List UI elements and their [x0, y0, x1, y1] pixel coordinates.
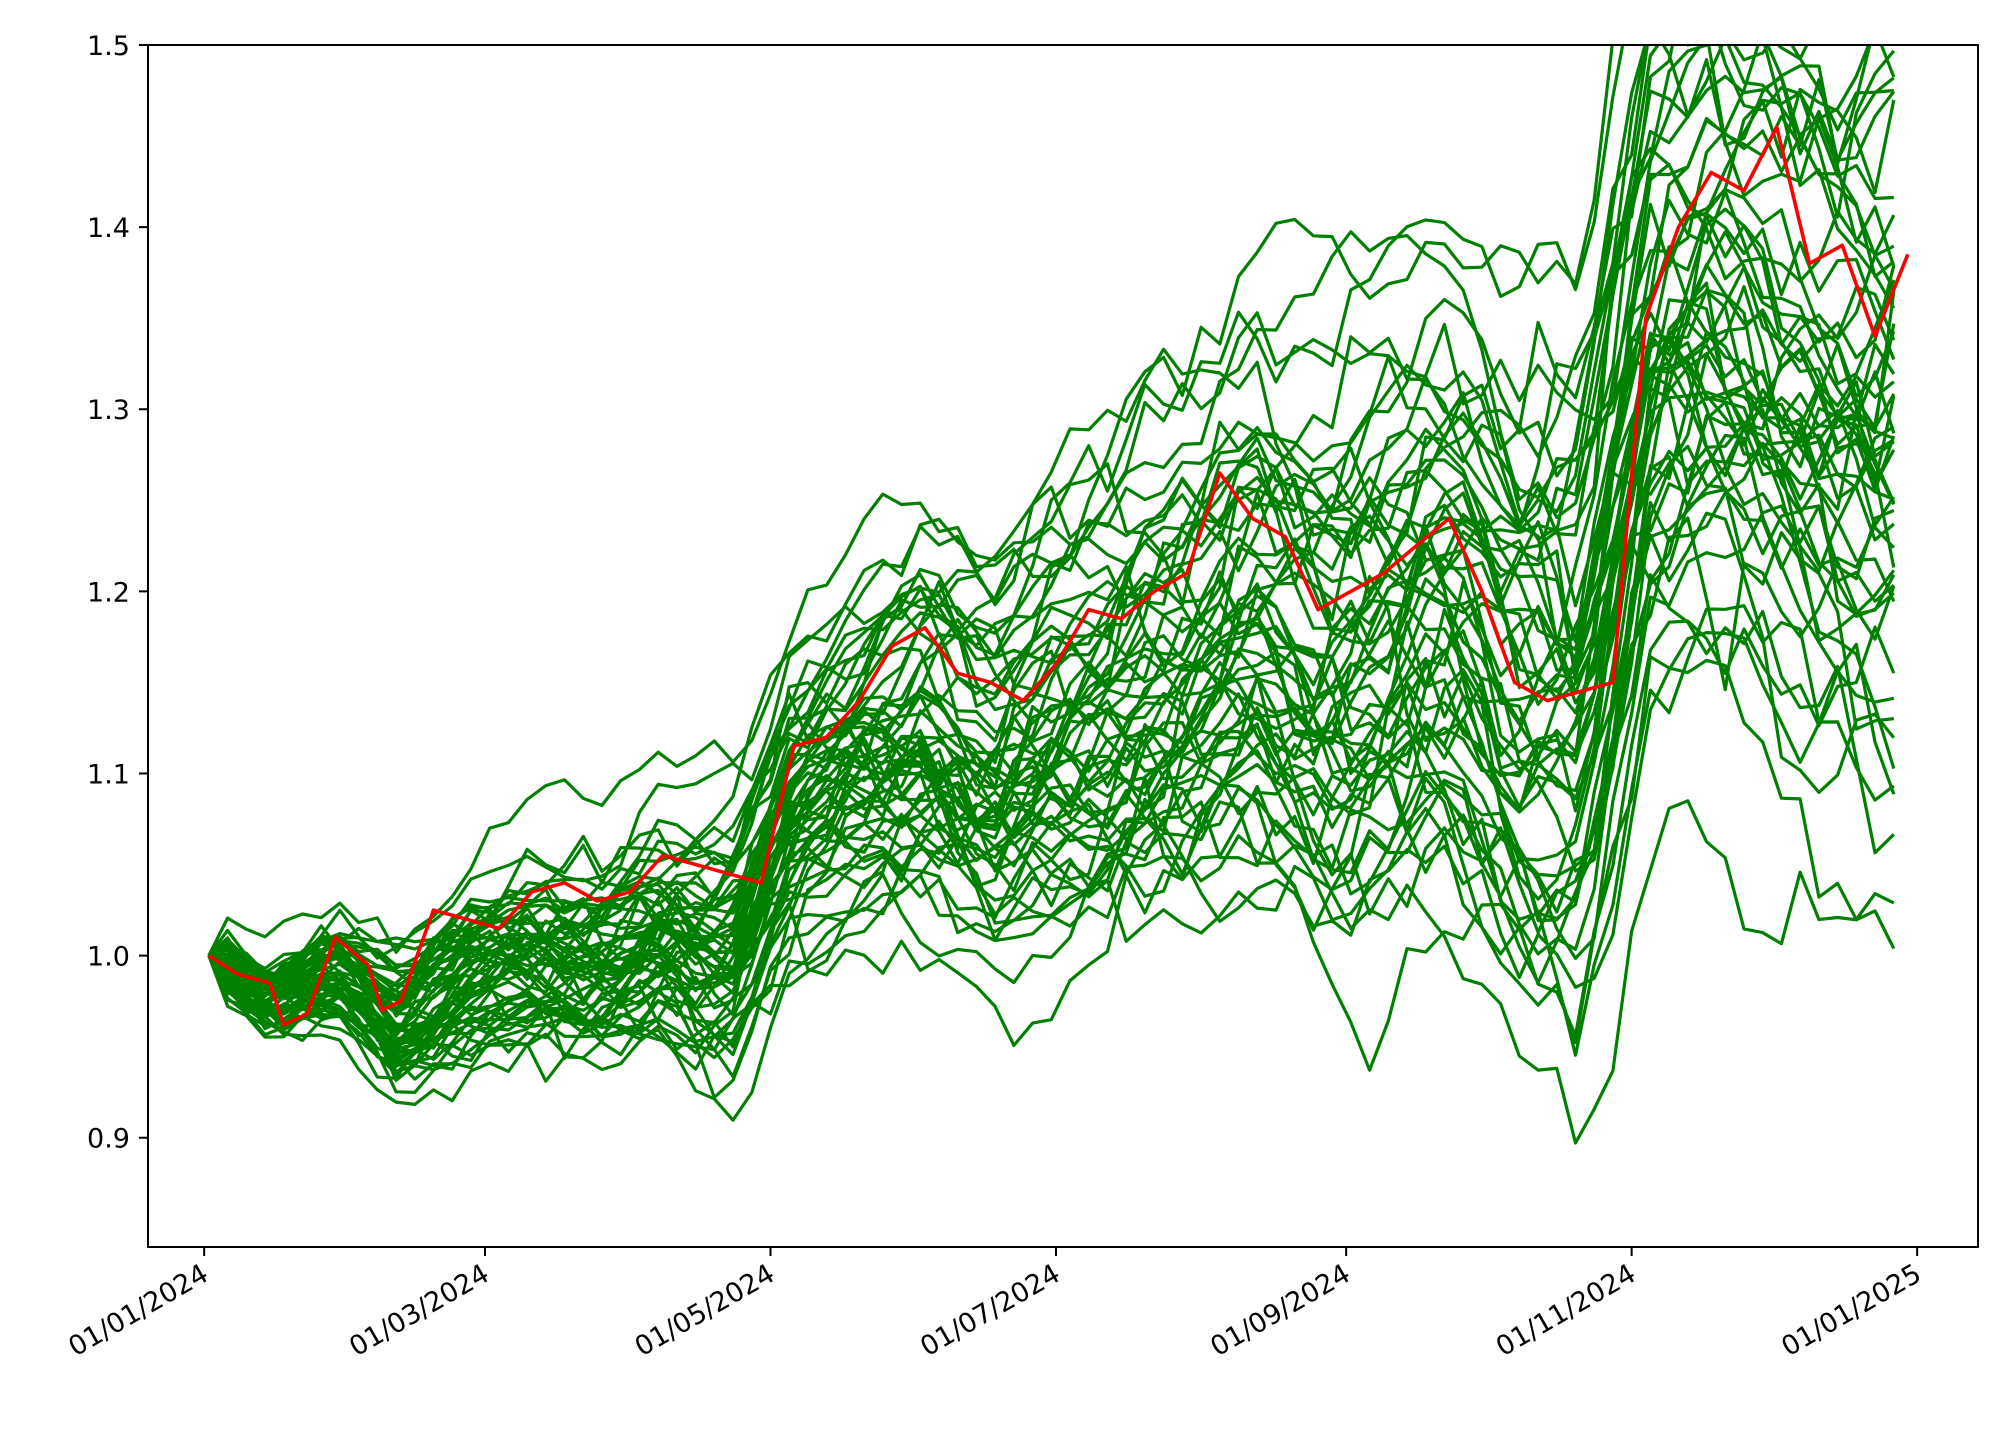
simulation-line [207, 87, 1896, 993]
simulation-line [208, 45, 1625, 981]
simulation-line [207, 265, 1896, 1063]
y-tick-label: 1.5 [87, 31, 130, 62]
simulation-line [208, 444, 1894, 1094]
simulation-line [208, 45, 1896, 1035]
simulation-lines [207, 45, 1896, 1145]
simulation-line [207, 45, 1614, 957]
simulation-line [207, 190, 1896, 1073]
simulation-line [207, 370, 1896, 1057]
highlight-line-group [207, 125, 1910, 1027]
y-tick-label: 1.2 [87, 577, 130, 608]
simulation-line [207, 604, 1895, 1072]
y-tick-label: 1.1 [87, 759, 130, 790]
simulation-line [207, 45, 1895, 988]
y-tick-label: 1.4 [87, 213, 130, 244]
simulation-line [207, 385, 1895, 1082]
simulation-line [208, 397, 1896, 1023]
highlight-line [207, 125, 1910, 1027]
simulation-line [207, 465, 1896, 1021]
y-tick-label: 1.3 [87, 395, 130, 426]
y-tick-label: 0.9 [87, 1124, 130, 1155]
y-axis: 0.9 1.0 1.1 1.2 1.3 1.4 1.5 [87, 31, 148, 1155]
simulation-line [208, 441, 1895, 1002]
simulation-line [208, 162, 1896, 1079]
plot-frame [147, 44, 1979, 1248]
y-tick-label: 1.0 [87, 942, 130, 973]
simulation-line [207, 281, 1895, 1035]
simulation-line [207, 655, 1895, 1076]
